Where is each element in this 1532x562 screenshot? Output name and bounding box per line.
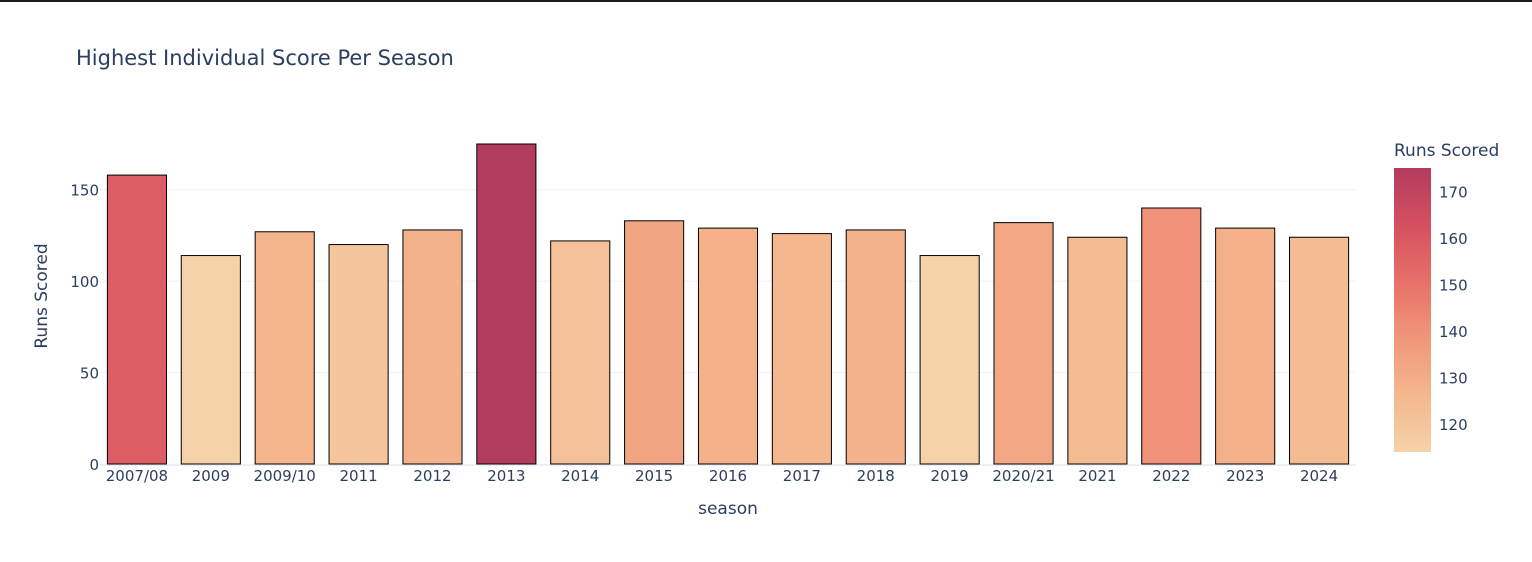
x-tick-label: 2020/21 [992,467,1054,485]
y-axis-ticks: 0 50 100 150 [70,182,99,474]
colorbar [1394,168,1431,452]
bar [845,229,906,465]
x-tick-label: 2011 [339,467,377,485]
bar [1289,236,1350,465]
x-tick-label: 2015 [635,467,673,485]
top-border [0,0,1532,2]
bar [550,240,611,465]
x-tick-label: 2019 [931,467,969,485]
x-tick-label: 2012 [413,467,451,485]
colorbar-tick-label: 130 [1439,370,1468,388]
x-tick-label: 2013 [487,467,525,485]
x-axis-ticks: 2007/08 2009 2009/10 2011 2012 2013 2014 2015 20… [106,467,1338,485]
colorbar-tick-label: 120 [1439,416,1468,434]
x-tick-label: 2009/10 [254,467,316,485]
x-tick-label: 2021 [1078,467,1116,485]
y-tick-label: 0 [89,456,99,474]
y-axis-label: Runs Scored [32,243,52,348]
bar [1215,227,1276,465]
bar [106,174,167,465]
colorbar-tick-label: 170 [1439,183,1468,201]
x-tick-label: 2014 [561,467,599,485]
bar [697,227,759,465]
bar-series [106,143,1350,465]
x-tick-label: 2007/08 [106,467,168,485]
x-tick-label: 2024 [1300,467,1338,485]
x-tick-label: 2023 [1226,467,1264,485]
bar [1067,236,1128,465]
x-tick-label: 2016 [709,467,747,485]
colorbar-ticks: 120 130 140 150 160 170 [1439,183,1468,434]
x-tick-label: 2009 [192,467,230,485]
x-tick-label: 2017 [783,467,821,485]
y-tick-label: 150 [70,182,99,200]
bar [180,255,241,465]
bar [402,229,463,465]
y-tick-label: 100 [70,273,99,291]
x-tick-label: 2022 [1152,467,1190,485]
colorbar-title: Runs Scored [1394,141,1499,161]
colorbar-tick-label: 160 [1439,230,1468,248]
bar [624,220,685,465]
bar [254,231,315,465]
y-tick-label: 50 [80,365,99,383]
bar [328,244,389,465]
bar [476,143,537,465]
colorbar-tick-label: 150 [1439,276,1468,294]
chart-title: Highest Individual Score Per Season [76,46,454,70]
bar [993,222,1054,465]
bar [919,255,980,465]
x-tick-label: 2018 [857,467,895,485]
colorbar-tick-label: 140 [1439,323,1468,341]
bar [1141,207,1202,465]
x-axis-label: season [698,499,758,519]
bar [771,233,832,465]
